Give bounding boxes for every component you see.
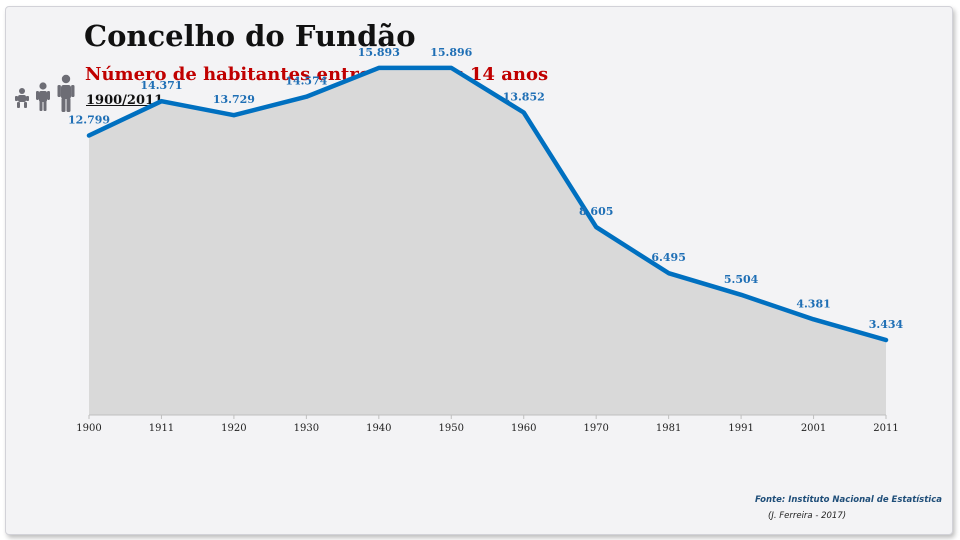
period-label: 1900/2011 xyxy=(86,93,164,108)
slide-panel: Concelho do Fundão Número de habitantes … xyxy=(5,6,953,535)
people-icons xyxy=(15,74,75,112)
x-tick-label: 1920 xyxy=(221,423,246,434)
population-area-chart: 12.799 1900 14.371 1911 13.729 1920 14.574 1930… xyxy=(68,46,904,434)
x-tick-label: 1950 xyxy=(439,423,464,434)
data-label: 15.896 xyxy=(430,46,472,59)
x-tick-label: 1900 xyxy=(76,423,101,434)
adult-icon xyxy=(57,74,75,112)
author-note: (J. Ferreira - 2017) xyxy=(768,511,847,521)
x-tick-label: 2001 xyxy=(801,423,826,434)
data-label: 15.893 xyxy=(358,46,400,59)
x-tick-label: 1940 xyxy=(366,423,391,434)
data-label: 6.495 xyxy=(651,251,685,264)
data-label: 8.605 xyxy=(579,205,613,218)
data-label: 13.852 xyxy=(503,91,545,104)
baby-icon xyxy=(15,88,29,108)
x-tick-label: 1930 xyxy=(294,423,319,434)
x-tick-label: 1960 xyxy=(511,423,536,434)
data-label: 3.434 xyxy=(869,318,904,331)
x-tick-label: 1981 xyxy=(656,423,681,434)
series-line xyxy=(86,65,889,343)
data-label: 14.371 xyxy=(140,79,182,92)
data-label: 13.729 xyxy=(213,93,255,106)
data-label: 4.381 xyxy=(796,297,830,310)
x-tick-label: 1911 xyxy=(149,423,174,434)
area-fill xyxy=(89,67,886,416)
data-label: 5.504 xyxy=(724,273,759,286)
x-tick-label: 1970 xyxy=(583,423,608,434)
x-tick-label: 2011 xyxy=(873,423,898,434)
child-icon xyxy=(36,82,50,111)
source-note: Fonte: Instituto Nacional de Estatística xyxy=(754,495,942,505)
data-label: 14.574 xyxy=(285,75,327,88)
data-label: 12.799 xyxy=(68,113,110,126)
page-title: Concelho do Fundão xyxy=(84,19,416,53)
x-tick-label: 1991 xyxy=(728,423,753,434)
